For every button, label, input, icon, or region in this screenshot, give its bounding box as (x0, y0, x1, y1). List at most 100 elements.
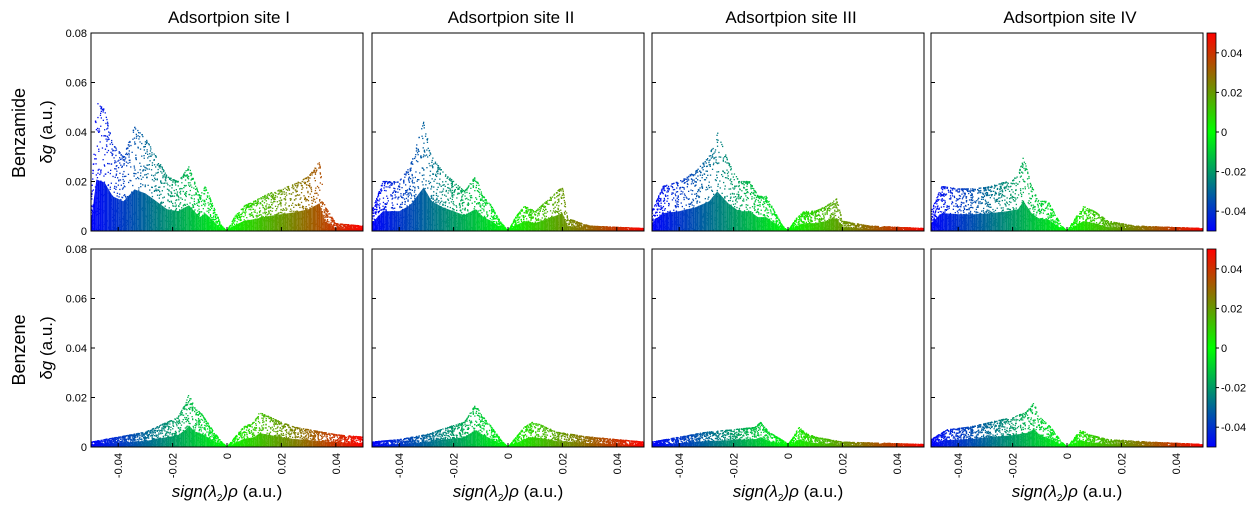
data-point (283, 191, 285, 193)
data-point (207, 202, 209, 204)
data-point (325, 209, 327, 211)
data-point (102, 119, 104, 121)
data-point (155, 188, 157, 190)
data-point (572, 224, 574, 226)
data-point (378, 207, 381, 209)
data-point (97, 172, 99, 174)
data-point (264, 209, 266, 211)
data-point (538, 212, 540, 214)
data-band-segment (159, 203, 161, 231)
data-point (563, 199, 565, 202)
data-point (100, 125, 102, 127)
data-point (107, 127, 109, 129)
data-point (91, 190, 93, 192)
data-point (132, 184, 134, 187)
data-point (145, 152, 147, 154)
data-band-segment (329, 223, 331, 231)
data-point (440, 169, 442, 171)
data-point (545, 201, 547, 203)
data-point (150, 155, 152, 157)
data-point (410, 163, 412, 165)
y-tick-label: 0 (81, 226, 87, 238)
data-point (105, 138, 107, 140)
data-band-segment (288, 213, 290, 231)
data-point (107, 184, 110, 186)
data-point (151, 186, 153, 189)
data-point (466, 197, 468, 199)
data-point (155, 155, 157, 157)
data-point (466, 188, 468, 190)
data-point (331, 216, 333, 219)
data-point (251, 214, 253, 217)
data-point (387, 200, 389, 202)
data-band-segment (303, 210, 305, 231)
data-point (255, 205, 257, 207)
data-point (118, 151, 120, 153)
data-point (124, 194, 126, 196)
data-point (618, 227, 621, 229)
data-point (310, 187, 312, 189)
data-point (442, 204, 444, 206)
data-point (183, 175, 185, 177)
data-point (558, 190, 560, 192)
data-point (147, 164, 149, 166)
data-point (178, 205, 180, 207)
data-point (554, 206, 556, 208)
data-point (570, 222, 572, 224)
data-point (100, 110, 102, 112)
data-point (118, 179, 120, 181)
data-point (408, 177, 410, 179)
data-point (533, 213, 536, 215)
data-point (180, 177, 182, 179)
data-point (560, 196, 562, 198)
data-point (191, 197, 193, 200)
data-point (332, 224, 334, 226)
data-point (272, 193, 274, 195)
data-point (403, 182, 405, 184)
data-point (98, 128, 100, 130)
data-point (469, 195, 471, 197)
data-point (430, 153, 432, 155)
data-point (214, 217, 216, 219)
data-point (120, 158, 122, 160)
data-point (334, 224, 336, 226)
data-point (437, 201, 439, 203)
data-point (374, 212, 376, 214)
data-point (403, 181, 405, 183)
data-point (184, 185, 186, 187)
data-point (405, 173, 407, 175)
data-point (474, 206, 476, 208)
data-point (112, 153, 114, 155)
data-point (617, 228, 619, 230)
data-band-segment (112, 196, 115, 231)
data-point (267, 213, 269, 215)
data-point (564, 203, 566, 205)
data-point (640, 229, 642, 231)
data-band-segment (212, 219, 214, 231)
data-point (297, 203, 300, 205)
data-point (151, 152, 153, 154)
data-point (344, 224, 346, 226)
data-point (212, 216, 214, 219)
data-point (164, 176, 166, 179)
column-title-2: Adsortpion site II (448, 8, 575, 27)
data-point (146, 164, 148, 166)
data-point (213, 215, 215, 217)
data-point (220, 225, 223, 227)
data-point (146, 149, 148, 151)
data-point (315, 169, 318, 172)
data-point (259, 203, 261, 205)
data-point (427, 147, 429, 149)
data-point (445, 195, 447, 197)
data-point (175, 180, 177, 182)
data-point (176, 193, 178, 196)
data-point (468, 185, 470, 187)
data-band-segment (346, 228, 348, 231)
data-point (479, 198, 482, 200)
data-point (307, 179, 310, 181)
data-point (165, 180, 167, 182)
data-point (404, 201, 406, 203)
data-point (181, 188, 183, 190)
data-point (383, 187, 385, 189)
data-point (185, 193, 187, 195)
